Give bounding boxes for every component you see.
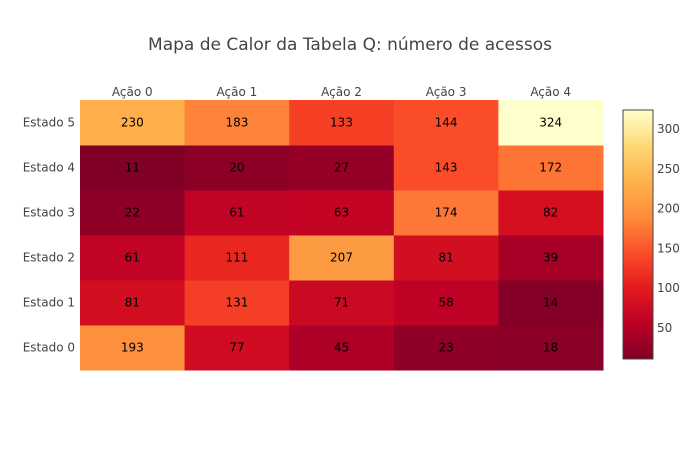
- cell-value-label: 58: [438, 296, 453, 310]
- cell-value-label: 22: [125, 206, 140, 220]
- heatmap-cell: [80, 100, 186, 146]
- heatmap-cell: [393, 100, 499, 146]
- cell-value-label: 174: [435, 206, 458, 220]
- cell-value-label: 77: [229, 341, 244, 355]
- cell-value-label: 207: [330, 251, 353, 265]
- heatmap-cell: [289, 280, 395, 326]
- y-tick-label: Estado 3: [23, 206, 75, 220]
- cell-value-label: 81: [438, 251, 453, 265]
- heatmap-cell: [498, 280, 604, 326]
- heatmap-cell: [498, 145, 604, 191]
- x-axis-ticks: Ação 0 Ação 1 Ação 2 Ação 3 Ação 4: [112, 85, 571, 99]
- heatmap-cell: [498, 190, 604, 236]
- x-tick-label: Ação 4: [530, 85, 571, 99]
- heatmap-cell: [289, 325, 395, 371]
- cell-value-label: 183: [225, 116, 248, 130]
- heatmap-cell: [498, 325, 604, 371]
- heatmap-cell: [184, 280, 290, 326]
- cell-value-label: 23: [438, 341, 453, 355]
- heatmap-cell: [289, 235, 395, 281]
- heatmap-cell: [289, 190, 395, 236]
- cell-value-label: 39: [543, 251, 558, 265]
- heatmap-cell: [184, 145, 290, 191]
- heatmap-cell: [393, 280, 499, 326]
- heatmap-cell: [184, 190, 290, 236]
- cell-value-label: 81: [125, 296, 140, 310]
- cell-value-label: 143: [435, 161, 458, 175]
- cell-value-label: 18: [543, 341, 558, 355]
- cell-value-label: 144: [435, 116, 458, 130]
- cell-value-label: 14: [543, 296, 558, 310]
- cell-value-label: 133: [330, 116, 353, 130]
- x-tick-label: Ação 3: [426, 85, 467, 99]
- colorbar-tick-label: 250: [657, 162, 680, 176]
- heatmap-cells: 193 77 45 23 18 81 131 71 58 14 61 111 207 81 39 22 61 63…: [80, 100, 604, 371]
- x-tick-label: Ação 0: [112, 85, 153, 99]
- heatmap-cell: [393, 145, 499, 191]
- cell-value-label: 20: [229, 161, 244, 175]
- heatmap-cell: [184, 235, 290, 281]
- heatmap-cell: [80, 235, 186, 281]
- cell-value-label: 324: [539, 116, 562, 130]
- y-axis-ticks: Estado 0 Estado 1 Estado 2 Estado 3 Estado 4…: [23, 116, 75, 355]
- colorbar-ticks: 50 100 150 200 250 300: [657, 122, 680, 335]
- cell-value-label: 11: [125, 161, 140, 175]
- heatmap-cell: [289, 145, 395, 191]
- heatmap-cell: [80, 145, 186, 191]
- heatmap-cell: [184, 100, 290, 146]
- cell-value-label: 193: [121, 341, 144, 355]
- cell-value-label: 230: [121, 116, 144, 130]
- y-tick-label: Estado 2: [23, 251, 75, 265]
- y-tick-label: Estado 1: [23, 296, 75, 310]
- cell-value-label: 131: [225, 296, 248, 310]
- y-tick-label: Estado 5: [23, 116, 75, 130]
- cell-value-label: 111: [225, 251, 248, 265]
- cell-value-label: 61: [229, 206, 244, 220]
- colorbar: 50 100 150 200 250 300: [622, 109, 680, 360]
- cell-value-label: 45: [334, 341, 349, 355]
- colorbar-tick-label: 50: [657, 321, 672, 335]
- colorbar-gradient: [622, 109, 654, 360]
- heatmap-cell: [393, 235, 499, 281]
- cell-value-label: 27: [334, 161, 349, 175]
- heatmap-cell: [393, 190, 499, 236]
- colorbar-tick-label: 200: [657, 202, 680, 216]
- y-tick-label: Estado 4: [23, 161, 75, 175]
- cell-value-label: 82: [543, 206, 558, 220]
- cell-value-label: 63: [334, 206, 349, 220]
- cell-value-label: 172: [539, 161, 562, 175]
- colorbar-tick-label: 100: [657, 281, 680, 295]
- heatmap-cell: [184, 325, 290, 371]
- heatmap-cell: [80, 190, 186, 236]
- heatmap-cell: [498, 100, 604, 146]
- chart-title: Mapa de Calor da Tabela Q: número de ace…: [148, 35, 552, 55]
- colorbar-tick-label: 300: [657, 122, 680, 136]
- x-tick-label: Ação 2: [321, 85, 362, 99]
- y-tick-label: Estado 0: [23, 341, 75, 355]
- cell-value-label: 61: [125, 251, 140, 265]
- x-tick-label: Ação 1: [217, 85, 258, 99]
- colorbar-tick-label: 150: [657, 241, 680, 255]
- heatmap-cell: [80, 280, 186, 326]
- heatmap-cell: [498, 235, 604, 281]
- heatmap-cell: [289, 100, 395, 146]
- cell-value-label: 71: [334, 296, 349, 310]
- heatmap-cell: [393, 325, 499, 371]
- heatmap-cell: [80, 325, 186, 371]
